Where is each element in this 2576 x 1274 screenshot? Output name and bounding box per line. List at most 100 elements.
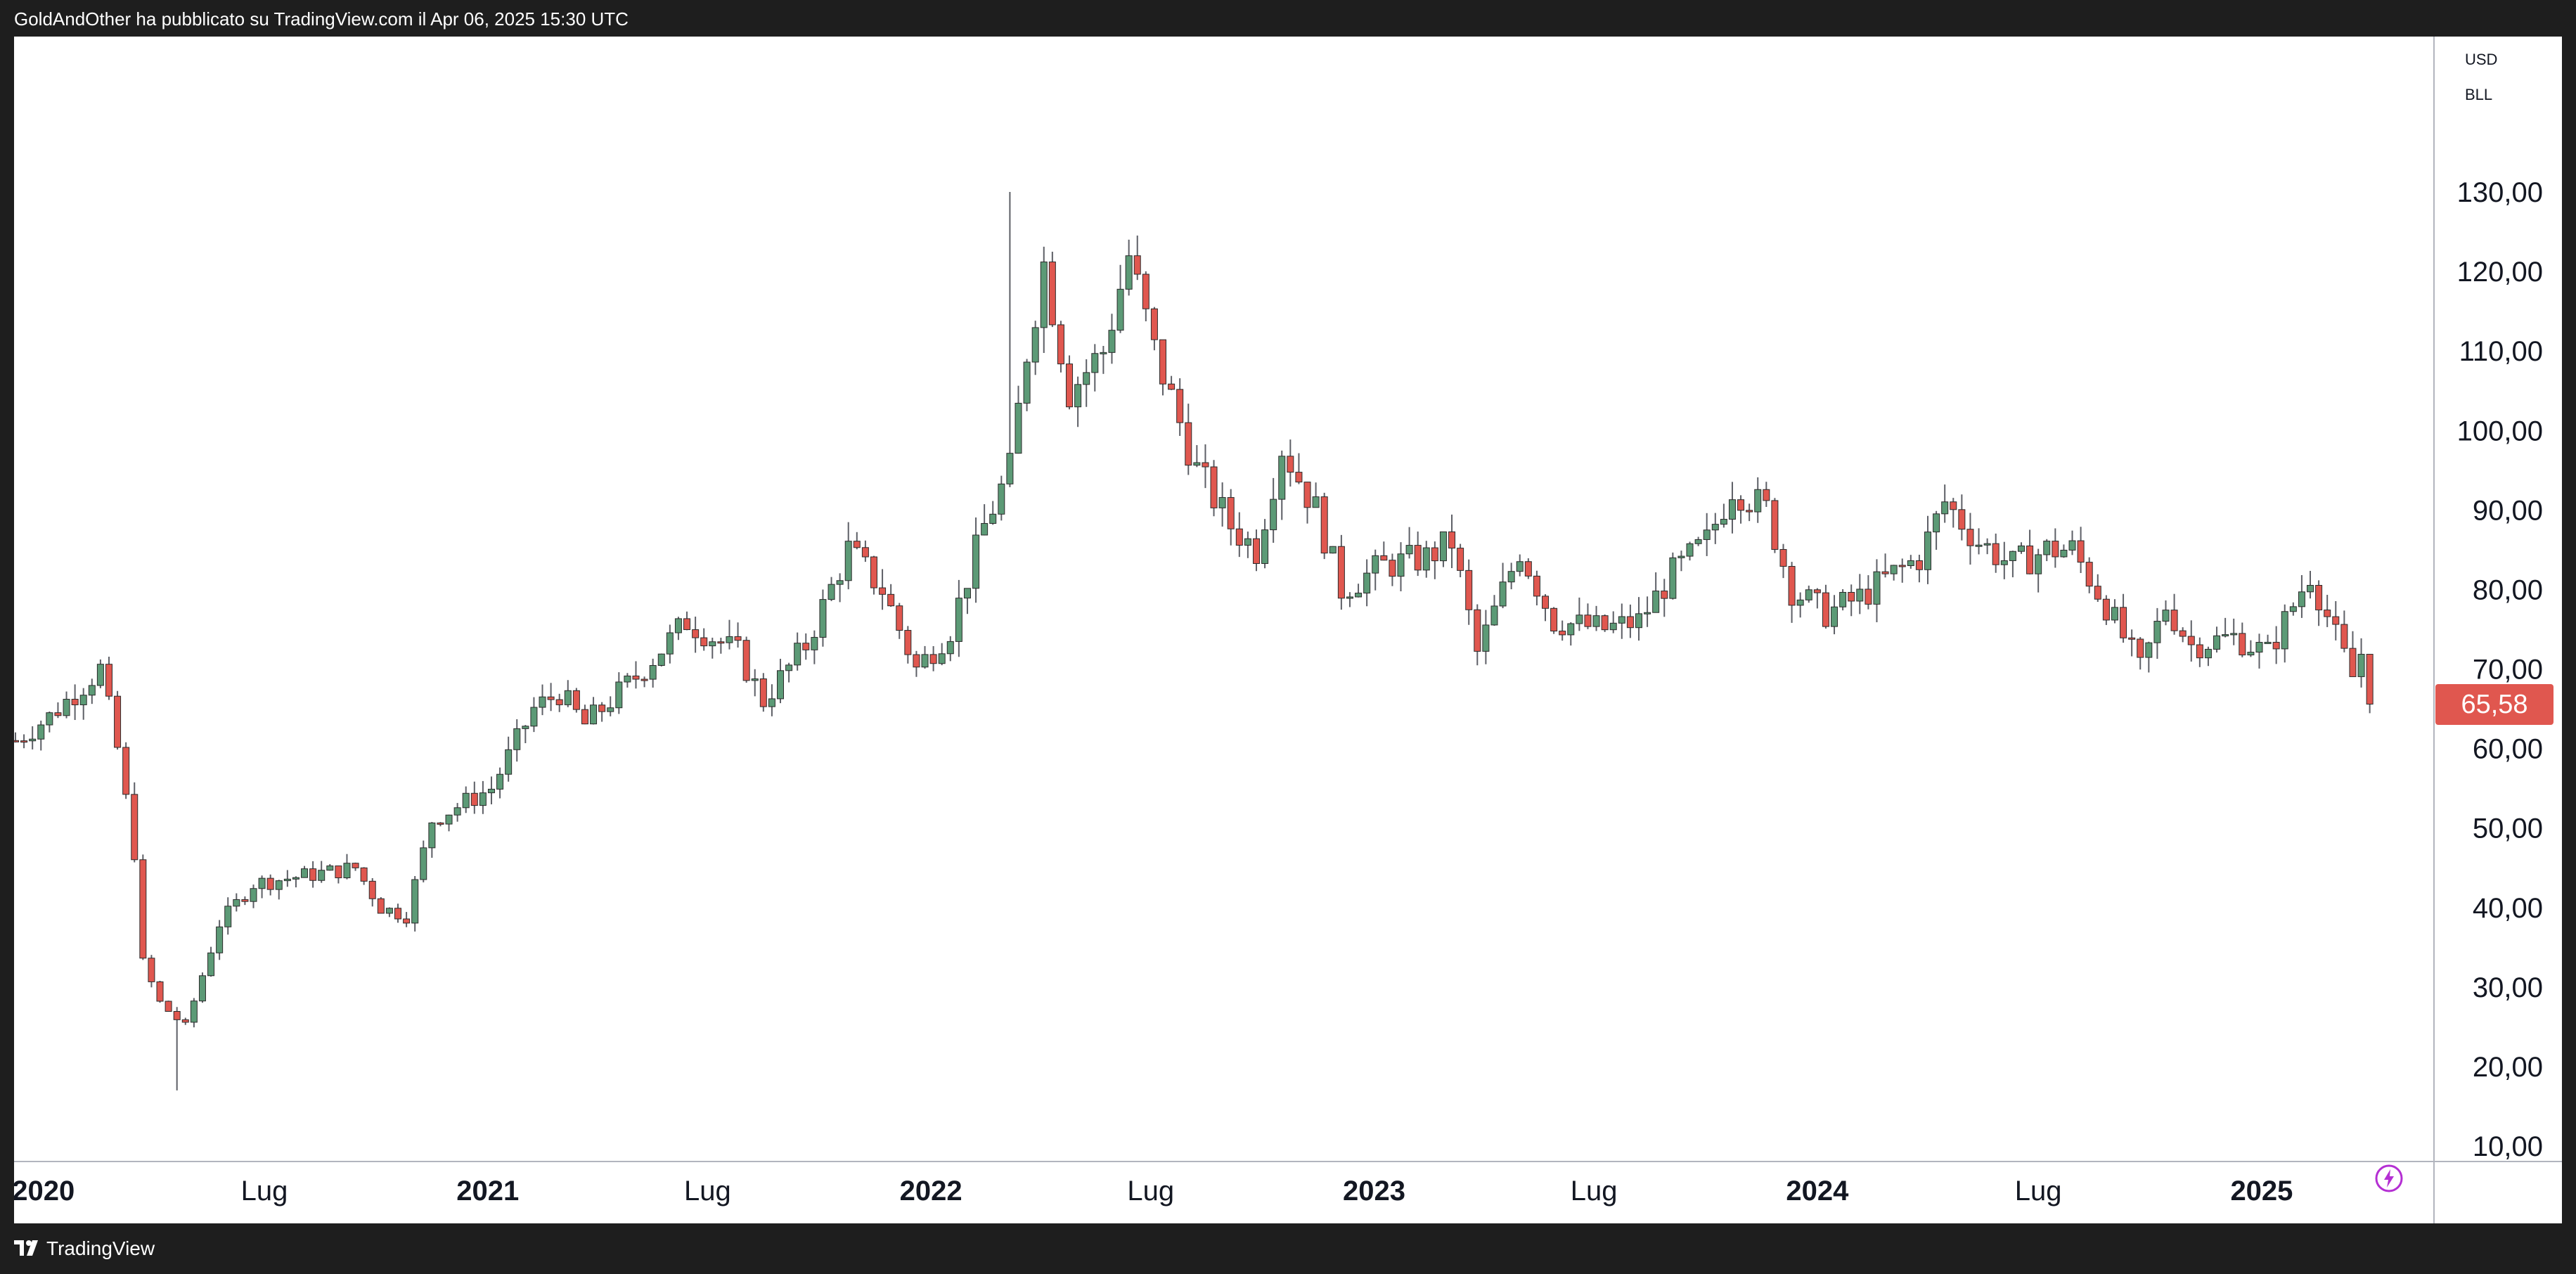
x-tick-label: 2022 [900,1176,962,1207]
candle-up [1278,456,1286,500]
candle-down [572,690,580,710]
symbol-label: BLL [2465,86,2493,103]
candle-up [250,888,257,902]
candle-up [2264,641,2272,644]
candle-up [2043,541,2051,555]
candle-up [1074,384,1082,408]
candle-up [1006,453,1014,484]
candle-up [1694,539,1702,544]
candle-down [1185,422,1192,466]
y-tick-label: 60,00 [2473,734,2543,765]
candle-up [462,792,470,809]
candle-down [1601,615,1609,631]
candle-up [709,641,716,647]
candle-down [1533,575,1540,597]
candle-down [2128,637,2136,640]
candle-up [216,926,224,953]
candle-up [1873,571,1881,605]
candle-up [2000,560,2008,565]
candle-up [777,670,785,700]
candle-up [921,654,929,668]
tradingview-logo-icon[interactable] [14,1237,42,1260]
candle-up [972,534,980,589]
candle-down [105,664,112,697]
candle-down [2170,610,2178,631]
candle-up [607,707,614,712]
candle-down [1048,262,1056,326]
candle-down [1142,274,1149,309]
candle-up [1677,555,1685,558]
candle-up [726,636,733,643]
candle-down [904,630,912,655]
candle-down [403,918,411,924]
x-tick-label: Lug [1127,1176,1174,1207]
candle-up [445,814,453,825]
candle-down [2179,630,2187,637]
candle-up [539,696,546,708]
candle-up [1397,553,1405,577]
candle-up [496,773,504,790]
candle-up [1439,531,1447,562]
candle-up [1031,327,1039,363]
candle-up [1372,555,1379,574]
lightning-icon[interactable] [2374,1163,2404,1194]
candle-up [2111,607,2118,621]
candle-up [1363,572,1371,594]
candle-down [71,698,79,705]
candle-down [156,981,164,1002]
candle-down [640,678,648,681]
y-tick-label: 10,00 [2473,1131,2543,1162]
x-tick-label: Lug [241,1176,288,1207]
candle-down [1881,571,1889,574]
candle-up [819,599,827,638]
candle-up [487,788,495,794]
candle-down [879,587,887,595]
x-tick-label: 2025 [2230,1176,2293,1207]
candle-up [1261,529,1269,565]
candle-down [181,1019,189,1023]
candle-up [2298,591,2305,607]
candle-up [275,880,283,890]
candle-down [896,605,903,631]
candle-down [14,740,19,742]
candle-down [1865,588,1872,605]
candle-down [1235,528,1243,546]
candle-up [751,678,759,681]
candle-up [1720,519,1727,525]
candle-down [1337,546,1345,599]
candle-down [742,640,750,681]
candle-up [955,598,962,642]
candle-down [2349,648,2357,677]
candle-down [309,868,317,881]
candle-down [368,880,376,899]
candle-up [946,641,954,655]
x-tick-label: 2021 [456,1176,519,1207]
candle-up [998,483,1005,515]
brand-name[interactable]: TradingView [46,1237,155,1259]
candle-up [768,698,775,707]
candle-up [513,728,521,750]
candle-up [2255,642,2263,653]
candle-down [1057,324,1064,365]
candle-up [2060,549,2068,558]
chart-area[interactable]: 10,00 20,00 30,00 40,00 50,00 60,00 70,00 80,00… [14,37,2562,1223]
candle-up [530,707,538,727]
candle-up [411,879,419,924]
candlestick-chart[interactable]: 10,00 20,00 30,00 40,00 50,00 60,00 70,00 80,00… [14,37,2562,1223]
candle-up [1015,402,1022,454]
candle-up [283,878,291,882]
candle-down [734,636,742,641]
candle-down [394,908,402,920]
x-tick-label: Lug [1571,1176,1618,1207]
candle-down [20,740,28,743]
candle-up [2247,652,2255,656]
candle-up [1728,499,1736,520]
candle-up [1609,622,1617,631]
candle-up [1686,543,1694,557]
y-tick-label: 30,00 [2473,972,2543,1003]
candle-down [1524,561,1532,577]
candle-down [2120,607,2127,638]
candle-down [581,709,588,725]
candle-down [692,629,700,638]
candle-down [352,863,359,868]
